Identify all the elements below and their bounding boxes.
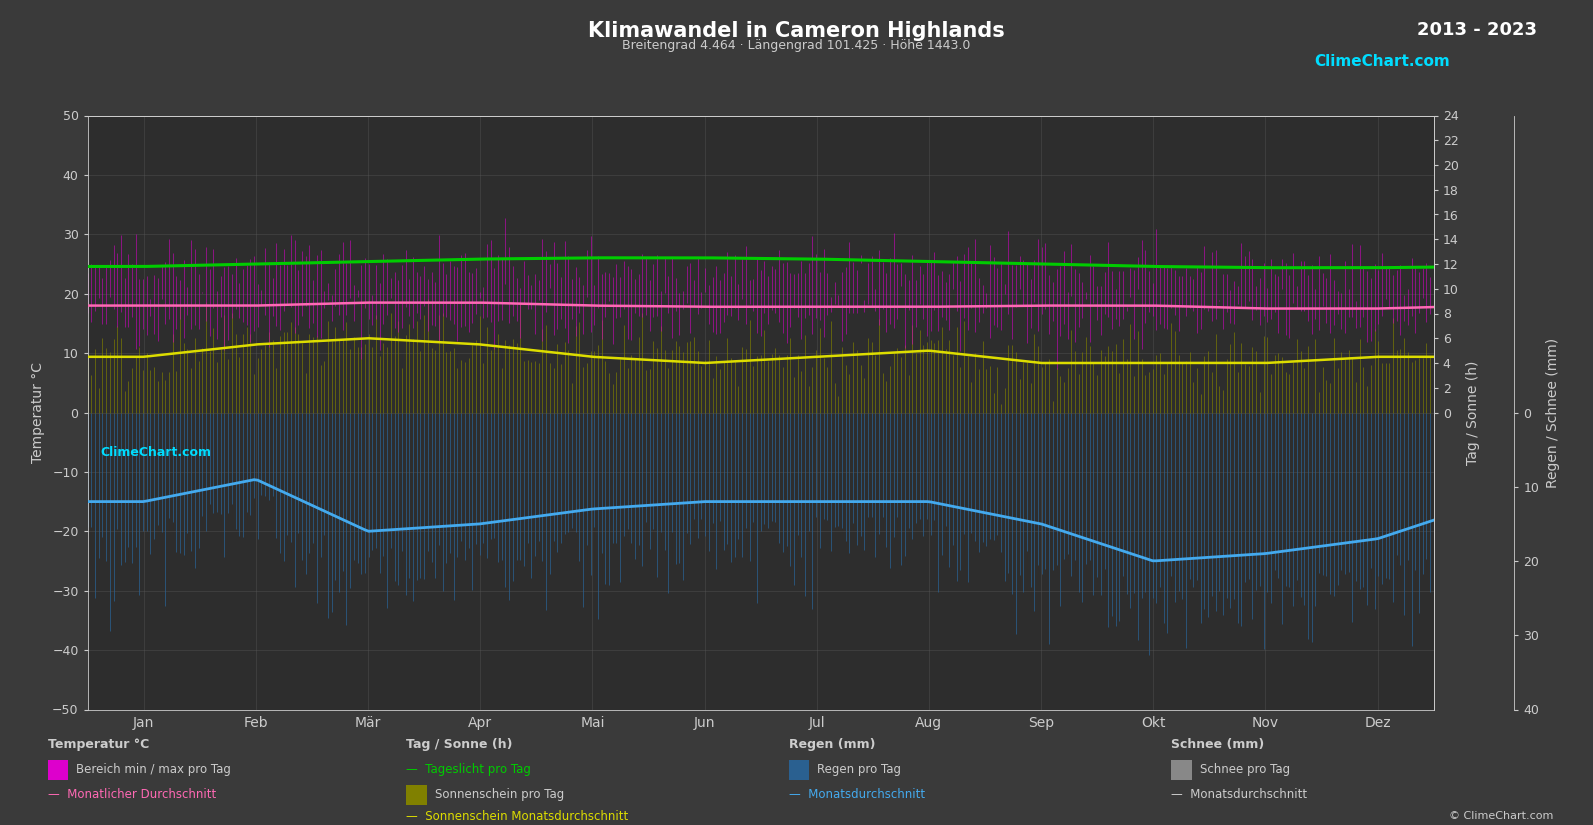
Text: Schnee pro Tag: Schnee pro Tag	[1200, 763, 1290, 776]
Text: Regen pro Tag: Regen pro Tag	[817, 763, 902, 776]
Y-axis label: Tag / Sonne (h): Tag / Sonne (h)	[1466, 361, 1480, 464]
Text: Tag / Sonne (h): Tag / Sonne (h)	[406, 738, 513, 752]
Text: ClimeChart.com: ClimeChart.com	[1314, 54, 1450, 68]
Text: Sonnenschein pro Tag: Sonnenschein pro Tag	[435, 788, 564, 801]
Y-axis label: Regen / Schnee (mm): Regen / Schnee (mm)	[1547, 337, 1560, 488]
Text: 2013 - 2023: 2013 - 2023	[1418, 21, 1537, 39]
Text: —  Monatsdurchschnitt: — Monatsdurchschnitt	[1171, 788, 1306, 801]
Text: —  Tageslicht pro Tag: — Tageslicht pro Tag	[406, 763, 530, 776]
Text: Temperatur °C: Temperatur °C	[48, 738, 150, 752]
Text: Bereich min / max pro Tag: Bereich min / max pro Tag	[76, 763, 231, 776]
Text: Breitengrad 4.464 · Längengrad 101.425 · Höhe 1443.0: Breitengrad 4.464 · Längengrad 101.425 ·…	[623, 39, 970, 52]
Text: —  Monatlicher Durchschnitt: — Monatlicher Durchschnitt	[48, 788, 217, 801]
Text: ClimeChart.com: ClimeChart.com	[100, 446, 212, 459]
Text: Klimawandel in Cameron Highlands: Klimawandel in Cameron Highlands	[588, 21, 1005, 40]
Text: Schnee (mm): Schnee (mm)	[1171, 738, 1265, 752]
Text: —  Monatsdurchschnitt: — Monatsdurchschnitt	[789, 788, 924, 801]
Text: © ClimeChart.com: © ClimeChart.com	[1448, 811, 1553, 821]
Text: —  Sonnenschein Monatsdurchschnitt: — Sonnenschein Monatsdurchschnitt	[406, 810, 629, 823]
Y-axis label: Temperatur °C: Temperatur °C	[32, 362, 45, 463]
Text: Regen (mm): Regen (mm)	[789, 738, 875, 752]
